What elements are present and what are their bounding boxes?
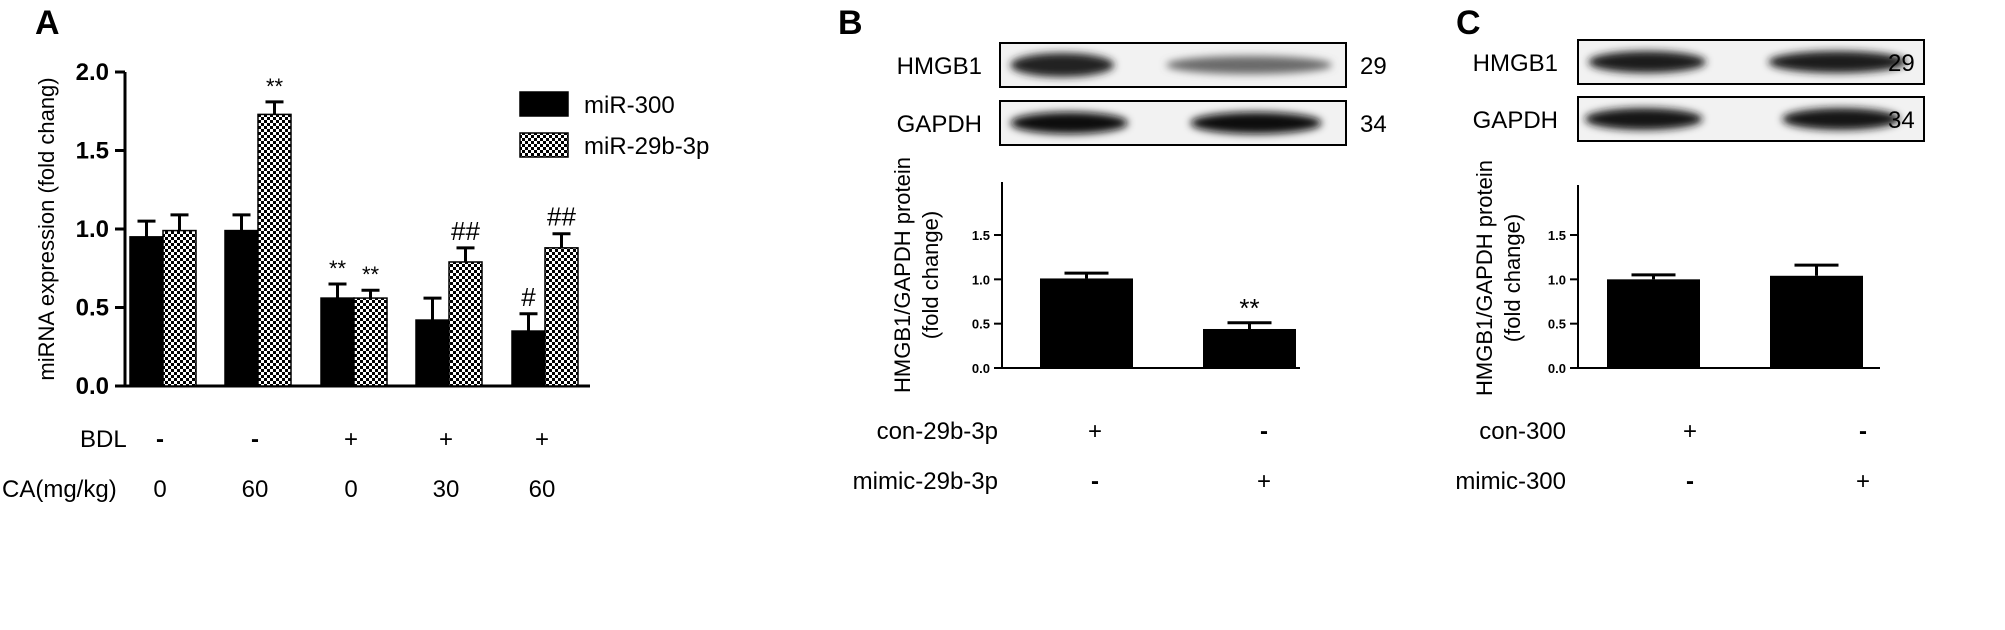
panel-b-y-tick-label: 1.5 — [972, 228, 990, 243]
panel-b-condition-label: mimic-29b-3p — [853, 468, 998, 495]
panel-a-bar-mir-300 — [224, 229, 259, 387]
panel-b-blot-band — [1010, 53, 1115, 77]
panel-a-y-tick-label: 0.0 — [76, 373, 109, 400]
panel-a-significance-mark: ** — [329, 256, 347, 281]
panel-c-blot-label: GAPDH — [1473, 107, 1558, 134]
panel-c-condition-value: + — [1683, 418, 1697, 445]
panel-b-significance-mark: ** — [1239, 293, 1259, 323]
panel-a-y-tick-label: 0.5 — [76, 295, 109, 322]
panel-letter-c: C — [1456, 4, 1481, 42]
panel-a-bar-mir-29b-3p — [544, 247, 579, 387]
panel-a-bar-mir-300 — [129, 236, 164, 387]
panel-a-legend-label: miR-300 — [584, 92, 675, 119]
panel-c-bar — [1607, 279, 1700, 368]
panel-b-blot-band — [1166, 56, 1333, 74]
panel-a-y-tick-label: 2.0 — [76, 59, 109, 86]
panel-c-blot-label: HMGB1 — [1473, 50, 1558, 77]
panel-a-significance-mark: # — [521, 282, 536, 312]
panel-c-y-tick-label: 1.0 — [1548, 272, 1566, 287]
panel-a-bar-mir-29b-3p — [448, 261, 483, 387]
panel-c-blot-band — [1584, 108, 1703, 130]
panel-c-condition-value: - — [1859, 418, 1867, 445]
panel-c-y-axis-label-line2: (fold change) — [1500, 214, 1525, 342]
panel-c-blot-band — [1768, 51, 1907, 73]
panel-b-condition-value: - — [1260, 418, 1268, 445]
panel-a-legend-swatch — [519, 132, 569, 158]
panel-b-condition-value: + — [1088, 418, 1102, 445]
panel-a-significance-mark: ## — [547, 202, 576, 232]
panel-b-condition-value: - — [1091, 468, 1099, 495]
panel-a-significance-mark: ## — [451, 216, 480, 246]
panel-c-chart: HMGB1 29 GAPDH 34 0.0 0.5 1.0 1.5 con-300 + - mim… — [1455, 39, 1925, 495]
panel-b-bar — [1203, 328, 1296, 368]
panel-a-condition-label: BDL — [80, 426, 127, 453]
panel-c-blot-band — [1782, 108, 1900, 130]
panel-b-y-tick-label: 1.0 — [972, 272, 990, 287]
panel-a-legend: miR-300 miR-29b-3p — [519, 91, 709, 160]
panel-b-bar — [1040, 278, 1133, 368]
panel-b-condition-value: + — [1257, 468, 1271, 495]
panel-b-condition-label: con-29b-3p — [877, 418, 998, 445]
panel-b-y-tick-label: 0.0 — [972, 361, 990, 376]
panel-a-condition-value: 0 — [344, 476, 357, 503]
panel-b-blot-kda: 34 — [1360, 111, 1387, 138]
panel-a-condition-value: - — [251, 426, 259, 453]
panel-c-bar — [1770, 275, 1863, 368]
panel-b-y-axis-label-line1: HMGB1/GAPDH protein — [890, 157, 915, 393]
panel-b-y-tick-label: 0.5 — [972, 317, 990, 332]
panel-a-condition-value: - — [156, 426, 164, 453]
panel-a-condition-value: + — [344, 426, 358, 453]
panel-a-condition-value: 60 — [242, 476, 269, 503]
panel-a-y-axis-label: miRNA expression (fold chang) — [34, 77, 59, 380]
panel-letter-b: B — [838, 4, 863, 42]
panel-c-condition-value: + — [1856, 468, 1870, 495]
panel-c-blot-band — [1588, 51, 1707, 73]
panel-a-condition-value: 30 — [433, 476, 460, 503]
panel-a-bar-mir-29b-3p — [257, 113, 292, 387]
panel-c-blot-kda: 29 — [1888, 50, 1915, 77]
panel-a-y-tick-label: 1.0 — [76, 216, 109, 243]
panel-b-blot-band — [1190, 112, 1322, 134]
panel-b-blot-band — [1010, 112, 1129, 134]
panel-a-condition-value: + — [535, 426, 549, 453]
panel-b-blot-label: GAPDH — [897, 111, 982, 138]
panel-c-y-tick-label: 0.5 — [1548, 317, 1566, 332]
panel-b-chart: HMGB1 29 GAPDH 34 0.0 0.5 1.0 1.5 ** con-29b-3… — [853, 42, 1387, 495]
panel-b-blot-label: HMGB1 — [897, 53, 982, 80]
panel-a-bar-mir-300 — [415, 319, 450, 387]
panel-a-bar-mir-29b-3p — [162, 229, 197, 387]
panel-a-condition-value: 0 — [153, 476, 166, 503]
panel-c-condition-label: con-300 — [1479, 418, 1566, 445]
panel-a-chart: 0.0 0.5 1.0 1.5 2.0 ** # ** ** ## ## miR-300 miR-2… — [2, 59, 709, 503]
panel-a-significance-mark: ** — [362, 262, 380, 287]
panel-a-legend-label: miR-29b-3p — [584, 133, 709, 160]
panel-a-significance-mark: ** — [266, 74, 284, 99]
panel-letter-a: A — [35, 4, 60, 42]
panel-c-y-axis-label-line1: HMGB1/GAPDH protein — [1472, 160, 1497, 396]
panel-a-bar-mir-300 — [320, 297, 355, 387]
panel-c-blot-kda: 34 — [1888, 107, 1915, 134]
panel-c-condition-label: mimic-300 — [1455, 468, 1566, 495]
panel-c-y-tick-label: 1.5 — [1548, 228, 1566, 243]
panel-a-legend-swatch — [519, 91, 569, 117]
panel-a-condition-value: 60 — [529, 476, 556, 503]
panel-c-condition-value: - — [1686, 468, 1694, 495]
panel-a-bar-mir-29b-3p — [353, 297, 388, 387]
panel-a-condition-value: + — [439, 426, 453, 453]
panel-b-blot-kda: 29 — [1360, 53, 1387, 80]
panel-a-y-tick-label: 1.5 — [76, 138, 109, 165]
panel-c-y-tick-label: 0.0 — [1548, 361, 1566, 376]
panel-a-condition-label: CA(mg/kg) — [2, 476, 117, 503]
panel-b-y-axis-label-line2: (fold change) — [918, 211, 943, 339]
panel-a-bar-mir-300 — [511, 330, 546, 387]
